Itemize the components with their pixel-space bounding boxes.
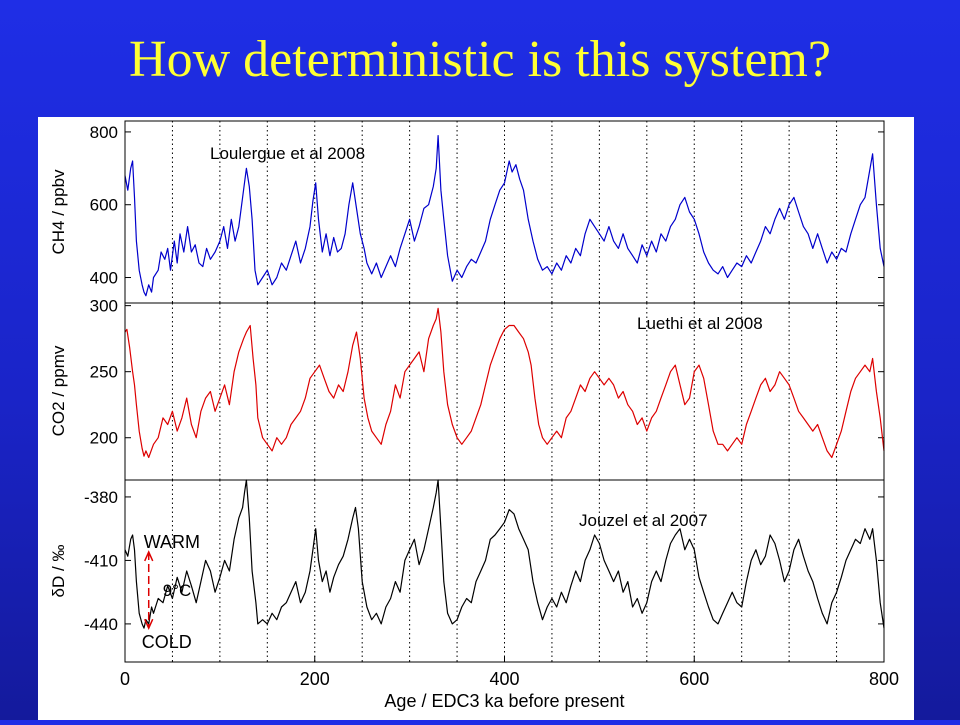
x-tick-label: 0 [120, 669, 130, 689]
cold-label: COLD [142, 632, 192, 652]
ch4-series-line [124, 135, 885, 297]
panel-annotation: Loulergue et al 2008 [210, 144, 365, 163]
delta-temperature-label: 9°C [163, 581, 192, 600]
y-tick-label: 600 [90, 196, 118, 215]
y-tick-label: -410 [84, 551, 118, 570]
x-axis-label: Age / EDC3 ka before present [384, 691, 624, 711]
arrow-head-up [144, 550, 154, 562]
x-tick-label: 200 [300, 669, 330, 689]
y-tick-label: -380 [84, 488, 118, 507]
y-axis-label: δD / ‰ [49, 545, 68, 598]
x-tick-label: 800 [869, 669, 899, 689]
arrow-head-down [144, 618, 154, 630]
x-tick-label: 600 [679, 669, 709, 689]
panel-annotation: Jouzel et al 2007 [579, 511, 708, 530]
y-axis-label: CO2 / ppmv [49, 345, 68, 436]
y-tick-label: -440 [84, 615, 118, 634]
y-tick-label: 400 [90, 269, 118, 288]
warm-label: WARM [144, 532, 200, 552]
co2-series-line [124, 307, 885, 459]
x-tick-label: 400 [489, 669, 519, 689]
y-tick-label: 250 [90, 363, 118, 382]
dD-series-line [124, 479, 885, 629]
ice-core-chart: 400 600 800 CH4 / ppbv Loulergue et al 2008 2… [49, 120, 899, 711]
chart-figure: 400 600 800 CH4 / ppbv Loulergue et al 2008 2… [38, 117, 914, 720]
y-tick-label: 800 [90, 123, 118, 142]
y-axis-label: CH4 / ppbv [49, 169, 68, 255]
y-tick-label: 200 [90, 429, 118, 448]
slide-title: How deterministic is this system? [129, 31, 831, 88]
panel-annotation: Luethi et al 2008 [637, 314, 763, 333]
y-tick-label: 300 [90, 297, 118, 316]
